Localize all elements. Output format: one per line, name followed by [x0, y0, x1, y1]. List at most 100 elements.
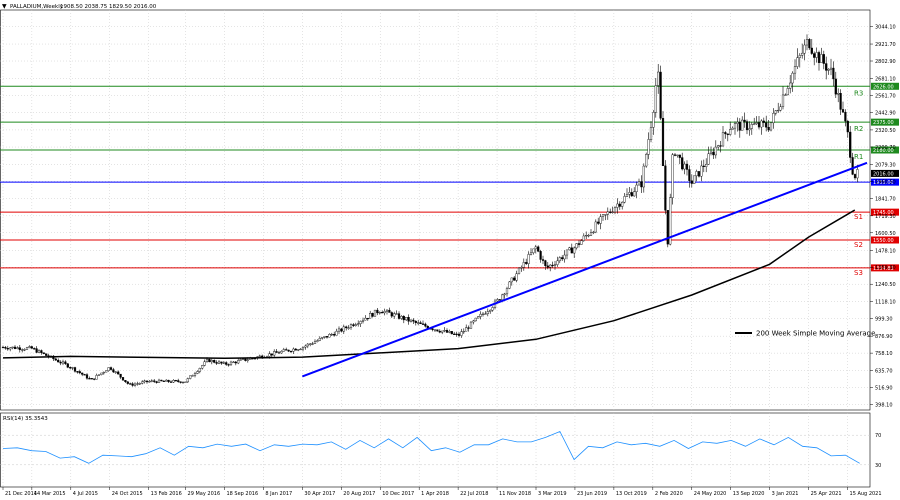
candle-body — [210, 360, 213, 363]
candle-body — [297, 349, 300, 351]
candle-body — [587, 235, 590, 237]
candle-body — [301, 347, 305, 350]
candle-body — [347, 327, 350, 329]
candle-body — [66, 363, 69, 368]
candle-body — [443, 330, 446, 332]
candle-body — [455, 333, 458, 335]
candle-body — [721, 132, 725, 147]
level-price-tag — [871, 208, 899, 216]
y-tick-label: 2200.70 — [875, 145, 896, 151]
candle-body — [829, 67, 833, 70]
candle-body — [121, 377, 125, 381]
candle-body — [527, 254, 530, 264]
x-tick-label: 10 Dec 2017 — [382, 491, 414, 497]
y-tick-label: 1478.10 — [875, 248, 896, 254]
candle-body — [474, 317, 477, 322]
level-name: R2 — [854, 125, 863, 133]
candle-body — [601, 214, 605, 217]
candle-body — [750, 123, 753, 129]
candle-body — [417, 322, 420, 324]
candle-body — [654, 85, 657, 113]
y-tick-label: 1359.30 — [875, 265, 896, 271]
candle-body — [25, 347, 29, 350]
candle-body — [678, 154, 681, 158]
candle-body — [589, 232, 593, 236]
x-tick-label: 14 Mar 2015 — [34, 491, 66, 497]
x-tick-label: 3 Mar 2019 — [538, 491, 567, 497]
x-tick-label: 23 Jun 2019 — [577, 491, 607, 497]
candle-body — [169, 381, 173, 383]
y-tick-label: 3044.10 — [875, 25, 896, 31]
candle-body — [225, 362, 228, 365]
candle-body — [765, 122, 768, 128]
candle-body — [666, 210, 669, 245]
candle-body — [491, 307, 494, 311]
candle-body — [544, 260, 547, 267]
candle-body — [851, 157, 854, 175]
candle-body — [705, 163, 708, 167]
candle-body — [688, 169, 691, 181]
x-tick-label: 2 Feb 2020 — [655, 491, 683, 497]
candle-body — [486, 311, 489, 315]
candle-body — [450, 331, 453, 335]
candle-body — [35, 348, 38, 353]
candle-body — [71, 367, 74, 369]
candle-body — [625, 194, 629, 197]
candle-body — [95, 375, 98, 380]
candle-body — [6, 348, 9, 350]
trendline — [302, 161, 868, 378]
candle-body — [138, 383, 141, 385]
candle-body — [217, 361, 221, 364]
candle-body — [801, 52, 804, 56]
candle-body — [757, 122, 761, 128]
candle-body — [54, 358, 57, 361]
candle-body — [438, 330, 441, 333]
candle-body — [496, 299, 499, 302]
candle-body — [753, 123, 756, 125]
trendline-layer — [302, 161, 868, 378]
candle-body — [172, 380, 175, 383]
candle-body — [465, 327, 468, 332]
x-tick-label: 4 Jul 2015 — [73, 491, 98, 497]
candle-body — [837, 93, 840, 95]
candle-body — [772, 112, 775, 124]
candle-body — [709, 151, 713, 154]
candle-body — [633, 191, 636, 197]
candle-body — [702, 165, 705, 167]
candle-body — [337, 328, 341, 332]
rsi-frame — [0, 412, 871, 488]
legend: 200 Week Simple Moving Average — [735, 330, 875, 338]
candle-body — [628, 192, 631, 195]
candle-body — [157, 379, 161, 383]
x-tick-label: 30 Apr 2017 — [304, 491, 335, 497]
candle-body — [613, 207, 617, 213]
candle-body — [345, 326, 348, 329]
candle-body — [642, 165, 645, 188]
candle-body — [616, 203, 619, 208]
candle-body — [805, 39, 809, 46]
candle-body — [244, 358, 247, 361]
candle-body — [83, 374, 86, 376]
candle-body — [402, 316, 405, 321]
candle-body — [647, 139, 650, 155]
x-tick-label: 24 Oct 2015 — [112, 491, 143, 497]
candle-body — [669, 197, 672, 245]
candle-body — [846, 120, 849, 133]
levels-layer: 2626.00 R3 2375.00 R2 2180.00 R1 1955.00 1745.0… — [0, 82, 899, 277]
candle-body — [469, 321, 473, 329]
candle-body — [695, 171, 698, 177]
candle-body — [361, 319, 365, 322]
candle-body — [119, 373, 122, 378]
y-tick-label: 2681.10 — [875, 76, 896, 82]
candle-body — [335, 330, 338, 336]
candle-body — [592, 231, 595, 234]
candle-body — [685, 163, 689, 170]
candle-body — [546, 265, 549, 268]
level-price-tag — [871, 118, 899, 126]
candle-body — [683, 163, 686, 170]
candle-body — [743, 119, 746, 122]
candle-body — [599, 216, 602, 224]
x-tick-label: 22 Jul 2018 — [460, 491, 488, 497]
